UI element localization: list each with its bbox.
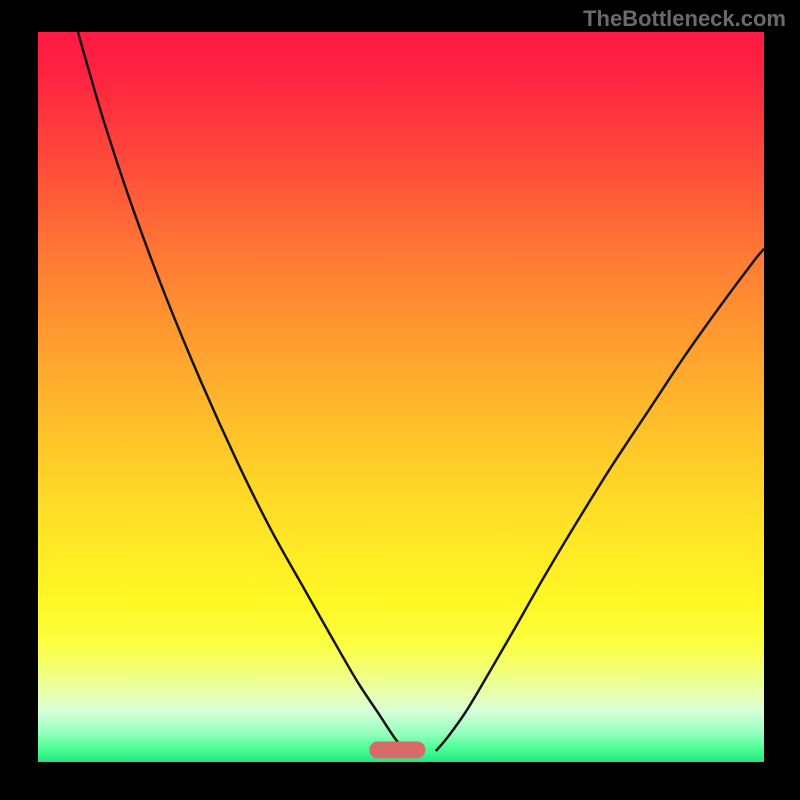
chart-svg: [0, 0, 800, 800]
optimum-marker: [369, 742, 425, 759]
plot-area: [38, 32, 764, 762]
chart-container: TheBottleneck.com: [0, 0, 800, 800]
gradient-background: [38, 32, 764, 762]
